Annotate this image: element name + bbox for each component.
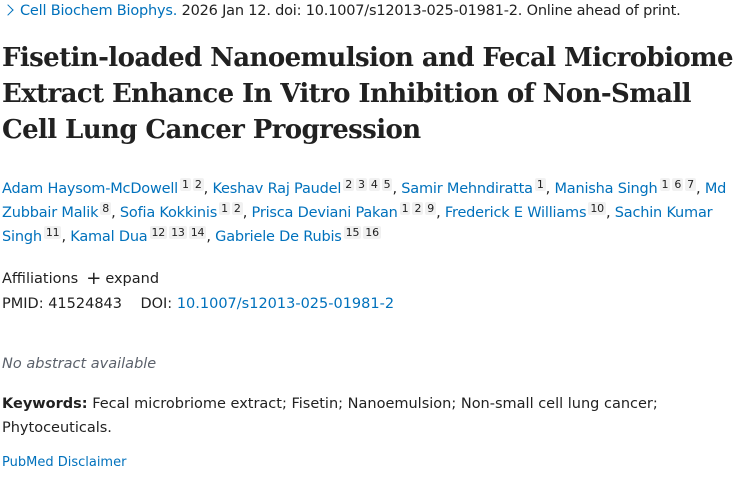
expand-button[interactable]: expand (105, 271, 160, 287)
doi-label: DOI: (140, 296, 173, 312)
affiliation-ref[interactable]: 4 (368, 178, 380, 191)
author-link[interactable]: Samir Mehndiratta (401, 181, 533, 197)
author-link[interactable]: Sofia Kokkinis (119, 205, 218, 221)
author-link[interactable]: Prisca Deviani Pakan (251, 205, 398, 221)
pmid-value: 41524843 (48, 296, 123, 312)
author-link[interactable]: Gabriele De Rubis (215, 229, 342, 245)
affiliation-ref[interactable]: 1 (399, 202, 411, 215)
affiliation-ref[interactable]: 2 (192, 178, 204, 191)
pubmed-disclaimer-link[interactable]: PubMed Disclaimer (2, 455, 127, 470)
chevron-right-icon[interactable] (2, 4, 14, 16)
affiliation-ref[interactable]: 8 (100, 202, 112, 215)
affiliation-ref[interactable]: 13 (169, 226, 187, 239)
plus-icon[interactable]: + (86, 268, 102, 289)
author-link[interactable]: Sachin Kumar Singh (2, 205, 713, 245)
affiliation-ref[interactable]: 1 (180, 178, 191, 191)
keywords-text: Fecal microbriome extract; Fisetin; Nano… (2, 396, 658, 436)
affiliation-ref[interactable]: 1 (659, 178, 671, 191)
affiliation-ref[interactable]: 11 (43, 226, 62, 239)
citation: Cell Biochem Biophys. 2026 Jan 12. doi: … (2, 3, 681, 19)
affiliation-ref[interactable]: 14 (188, 226, 207, 239)
affiliation-ref[interactable]: 1 (534, 178, 546, 191)
author-list: Adam Haysom-McDowell 1 2, Keshav Raj Paude… (2, 178, 727, 245)
affiliation-ref[interactable]: 9 (425, 202, 437, 215)
affiliations: Affiliations + expand (2, 268, 159, 289)
affiliation-ref[interactable]: 10 (588, 202, 606, 215)
affiliation-ref[interactable]: 15 (343, 226, 362, 239)
affiliation-ref[interactable]: 7 (685, 178, 696, 191)
author-link[interactable]: Kamal Dua (70, 229, 148, 245)
identifiers: PMID: 41524843 DOI: 10.1007/s12013-025-0… (2, 296, 394, 312)
affiliation-ref[interactable]: 2 (343, 178, 354, 191)
abstract-note: No abstract available (2, 356, 157, 372)
doi-link[interactable]: 10.1007/s12013-025-01981-2 (176, 296, 395, 312)
keywords: Keywords: Fecal microbriome extract; Fis… (2, 392, 702, 440)
affiliation-ref[interactable]: 2 (231, 202, 243, 215)
affiliation-ref[interactable]: 6 (672, 178, 684, 191)
author-link[interactable]: Keshav Raj Paudel (212, 181, 342, 197)
affiliations-label: Affiliations (2, 271, 79, 287)
article-title: Fisetin-loaded Nanoemulsion and Fecal Mi… (2, 43, 734, 145)
affiliation-ref[interactable]: 2 (412, 202, 424, 215)
affiliation-ref[interactable]: 5 (381, 178, 393, 191)
author-link[interactable]: Manisha Singh (554, 181, 658, 197)
pmid-label: PMID: (2, 296, 44, 312)
affiliation-ref[interactable]: 12 (149, 226, 168, 239)
citation-details: 2026 Jan 12. doi: 10.1007/s12013-025-019… (181, 3, 681, 19)
keywords-label: Keywords: (2, 396, 88, 412)
journal-link[interactable]: Cell Biochem Biophys. (20, 3, 178, 19)
author-link[interactable]: Adam Haysom-McDowell (2, 181, 178, 197)
author-link[interactable]: Frederick E Williams (444, 205, 587, 221)
affiliation-ref[interactable]: 3 (356, 178, 367, 191)
author-link[interactable]: Md Zubbair Malik (2, 181, 727, 221)
affiliation-ref[interactable]: 16 (363, 226, 381, 239)
affiliation-ref[interactable]: 1 (219, 202, 230, 215)
